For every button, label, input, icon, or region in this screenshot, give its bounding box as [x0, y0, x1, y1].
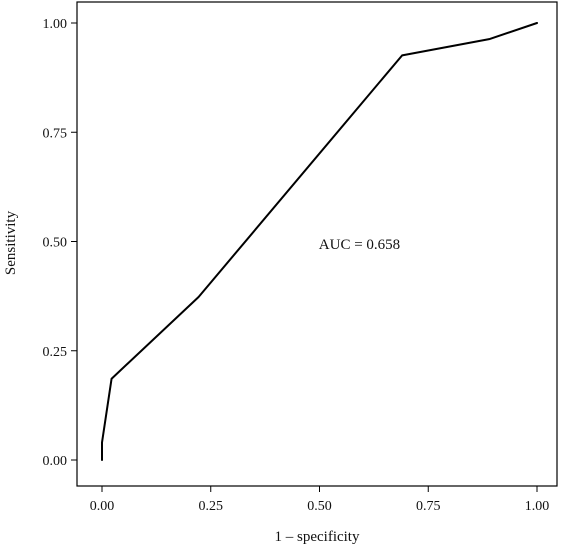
- x-tick-label: 0.75: [416, 499, 441, 514]
- y-axis-title: Sensitivity: [3, 210, 19, 275]
- roc-curve: [101, 22, 538, 461]
- plot-layer: [76, 1, 558, 487]
- x-axis-ticks: 0.00 0.25 0.50 0.75 1.00: [90, 486, 550, 514]
- auc-annotation: AUC = 0.658: [319, 237, 400, 253]
- x-tick-label: 0.25: [199, 499, 224, 514]
- plot-frame: [76, 1, 558, 487]
- x-axis-title: 1 – specificity: [275, 529, 360, 545]
- x-tick-label: 1.00: [525, 499, 550, 514]
- x-tick-label: 0.00: [90, 499, 115, 514]
- x-tick-label: 0.50: [307, 499, 332, 514]
- y-tick-label: 0.00: [43, 454, 68, 469]
- y-tick-label: 0.50: [43, 236, 68, 251]
- y-tick-label: 0.75: [43, 126, 68, 141]
- y-tick-label: 0.25: [43, 345, 68, 360]
- y-axis-ticks: 0.00 0.25 0.50 0.75 1.00: [43, 17, 77, 469]
- series-layer: [101, 22, 538, 461]
- y-tick-label: 1.00: [43, 17, 68, 32]
